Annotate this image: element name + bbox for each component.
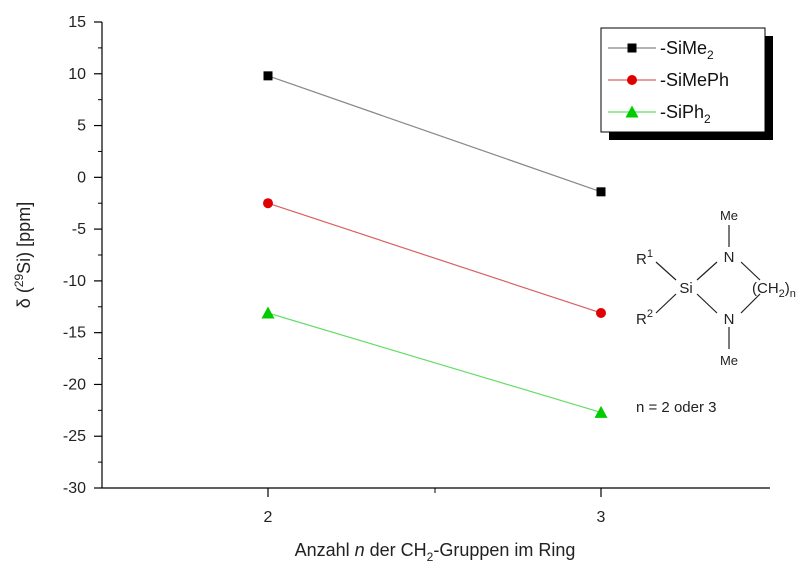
y-tick-label: -5 [72, 221, 86, 238]
data-point [261, 306, 275, 319]
y-ticks: 15 10 5 0 -5 -10 -15 -20 -25 -30 [63, 14, 102, 497]
data-point [263, 71, 273, 81]
legend-label: -SiMePh [660, 70, 729, 90]
data-point [596, 307, 606, 318]
data-point [596, 187, 606, 197]
struct-ch2n: (CH2)n [752, 280, 796, 300]
y-tick-label: 10 [68, 66, 86, 83]
struct-r2: R2 [636, 308, 653, 328]
y-axis-title: δ (29Si) [ppm] [12, 202, 34, 308]
series-2 [261, 306, 608, 418]
y-tick-label: 0 [77, 169, 86, 186]
y-tick-label: -15 [63, 325, 86, 342]
struct-n-top: N [724, 249, 735, 266]
x-tick-label: 3 [597, 509, 606, 526]
struct-note: n = 2 oder 3 [636, 399, 716, 416]
bond-n-ch2-bottom [740, 293, 761, 314]
legend: -SiMe2 -SiMePh -SiPh2 [600, 27, 773, 140]
y-tick-label: -30 [63, 480, 86, 497]
bond-r1-si [655, 261, 677, 281]
legend-item: -SiMePh [608, 70, 729, 90]
y-tick-label: 15 [68, 14, 86, 31]
series-layer [261, 71, 608, 418]
series-line [267, 312, 602, 413]
struct-si: Si [679, 280, 692, 297]
bond-si-n-top [696, 261, 718, 281]
bond-si-n-bottom [696, 293, 718, 314]
y-tick-label: 5 [77, 118, 86, 135]
legend-item: -SiPh2 [608, 102, 711, 126]
data-point [594, 405, 608, 418]
series-1 [263, 198, 606, 318]
data-point [263, 198, 273, 209]
struct-r1: R1 [636, 248, 653, 268]
struct-me-bottom: Me [720, 353, 738, 368]
bond-n-ch2-top [740, 261, 761, 281]
series-0 [263, 71, 606, 197]
legend-label: -SiMe2 [660, 38, 714, 62]
legend-marker [625, 105, 639, 118]
bond-r2-si [655, 293, 677, 314]
x-tick-label: 2 [264, 509, 273, 526]
legend-item: -SiMe2 [608, 38, 714, 62]
y-tick-label: -25 [63, 428, 86, 445]
y-tick-label: -20 [63, 376, 86, 393]
structure-diagram: Me N Si N Me R1 R2 (CH2)n n = 2 oder 3 [636, 208, 796, 416]
struct-n-bottom: N [724, 311, 735, 328]
y-tick-label: -10 [63, 273, 86, 290]
struct-me-top: Me [720, 208, 738, 223]
series-line [267, 75, 602, 193]
x-axis-title: Anzahl n der CH2-Gruppen im Ring [295, 540, 576, 564]
legend-marker [627, 75, 637, 85]
series-line [267, 202, 602, 314]
legend-marker [627, 43, 637, 53]
legend-label: -SiPh2 [660, 102, 711, 126]
